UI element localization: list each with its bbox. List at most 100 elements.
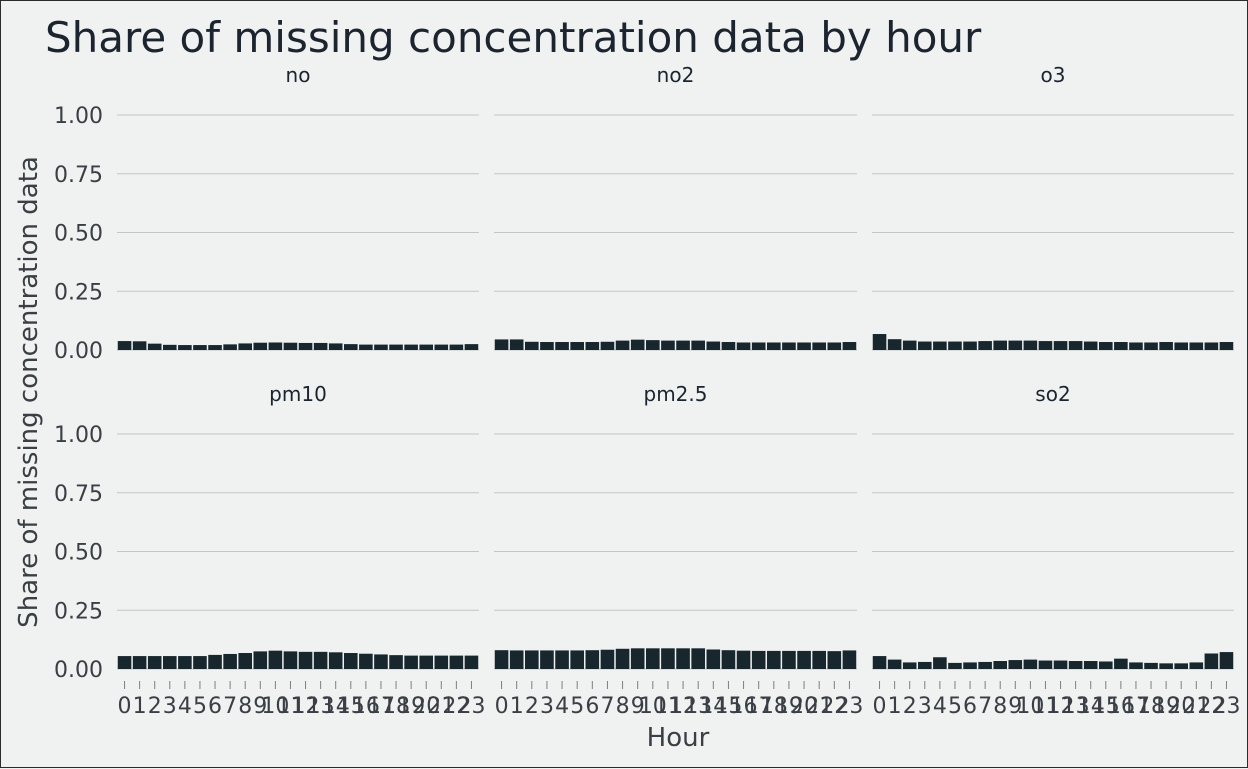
bar xyxy=(389,655,403,669)
x-tick-label: 19 xyxy=(775,694,803,719)
bar xyxy=(721,342,736,350)
bar xyxy=(178,656,192,669)
bar xyxy=(298,651,313,669)
bar xyxy=(1083,341,1098,350)
bar xyxy=(178,345,192,350)
bar xyxy=(163,344,177,350)
x-tick-label: 5 xyxy=(948,694,962,719)
bar xyxy=(585,342,600,350)
bar xyxy=(1053,660,1068,669)
x-tick-label: 2 xyxy=(903,694,917,719)
bar xyxy=(887,659,902,669)
bar xyxy=(494,339,509,350)
bar xyxy=(736,650,751,669)
bar xyxy=(1204,653,1219,669)
bar xyxy=(1204,342,1219,350)
bar xyxy=(1174,663,1188,669)
x-tick-label: 9 xyxy=(253,694,267,719)
bar xyxy=(389,344,403,350)
x-tick-label: 13 xyxy=(1062,694,1090,719)
panel-no2: no2 xyxy=(494,63,857,351)
bar xyxy=(208,654,222,669)
x-tick-label: 13 xyxy=(307,694,335,719)
bar xyxy=(1114,658,1128,669)
x-tick-label: 6 xyxy=(585,694,599,719)
bar xyxy=(208,345,222,350)
y-tick-label: 1.00 xyxy=(54,104,103,129)
x-tick-label: 11 xyxy=(654,694,682,719)
bar xyxy=(404,655,418,669)
bar xyxy=(585,650,600,669)
bar xyxy=(691,648,705,669)
bar xyxy=(933,341,947,350)
x-tick-label: 10 xyxy=(639,694,667,719)
x-tick-label: 8 xyxy=(993,694,1007,719)
bar xyxy=(812,342,826,350)
bar xyxy=(1129,662,1143,669)
bar xyxy=(902,662,917,669)
x-tick-label: 19 xyxy=(397,694,425,719)
x-tick-label: 20 xyxy=(1167,694,1195,719)
bar xyxy=(918,341,932,350)
bar xyxy=(1008,660,1023,669)
panel-label: no xyxy=(286,63,311,87)
x-tick-label: 0 xyxy=(495,694,509,719)
y-tick-label: 0.50 xyxy=(54,222,103,247)
bar xyxy=(630,339,645,350)
bar xyxy=(344,344,358,350)
bar xyxy=(721,650,736,669)
bar xyxy=(630,648,645,669)
bar xyxy=(1008,340,1023,350)
bar xyxy=(1083,661,1098,669)
bar xyxy=(374,344,388,350)
bar xyxy=(706,649,721,669)
panel-pm2-5: pm2.50 1 2 3 4 5 6 7 8 91011121314151617181920212… xyxy=(494,382,863,719)
bar xyxy=(1174,342,1188,350)
x-tick-label: 13 xyxy=(684,694,712,719)
x-tick-label: 3 xyxy=(540,694,554,719)
bar xyxy=(767,650,781,669)
x-axis-label: Hour xyxy=(647,723,710,753)
x-tick-label: 11 xyxy=(276,694,304,719)
x-tick-label: 23 xyxy=(1212,694,1240,719)
bar xyxy=(525,341,539,350)
x-tick-label: 0 xyxy=(118,694,132,719)
bar xyxy=(268,342,283,350)
bar xyxy=(872,334,887,350)
bar xyxy=(540,650,554,669)
bar xyxy=(827,651,842,669)
panel-no: no 0.00 0.25 0.50 0.75 1.00 xyxy=(54,63,479,364)
bar xyxy=(570,342,584,350)
bar xyxy=(1068,341,1083,350)
x-tick-label: 11 xyxy=(1031,694,1059,719)
x-tick-label: 6 xyxy=(208,694,222,719)
x-tick-label: 21 xyxy=(427,694,455,719)
bar xyxy=(1159,342,1173,350)
bar xyxy=(1159,663,1173,669)
bar xyxy=(842,650,857,669)
x-tick-label: 8 xyxy=(238,694,252,719)
bar xyxy=(1038,341,1053,350)
panel-o3: o3 xyxy=(872,63,1234,351)
bar xyxy=(449,344,464,350)
bar xyxy=(434,655,449,669)
x-tick-label: 10 xyxy=(1016,694,1044,719)
y-tick-label: 0.75 xyxy=(54,482,103,507)
bar xyxy=(600,341,615,350)
bar xyxy=(464,344,479,350)
bar xyxy=(419,344,433,350)
bar xyxy=(978,341,992,350)
bar xyxy=(963,341,977,350)
bar xyxy=(283,342,298,350)
bar xyxy=(328,343,343,350)
bar xyxy=(1219,652,1234,669)
x-tick-label: 5 xyxy=(193,694,207,719)
bar xyxy=(449,655,464,669)
bar xyxy=(993,661,1007,669)
panel-label: pm10 xyxy=(269,382,327,406)
x-tick-label: 23 xyxy=(835,694,863,719)
x-tick-label: 15 xyxy=(1092,694,1120,719)
bar xyxy=(374,654,388,669)
